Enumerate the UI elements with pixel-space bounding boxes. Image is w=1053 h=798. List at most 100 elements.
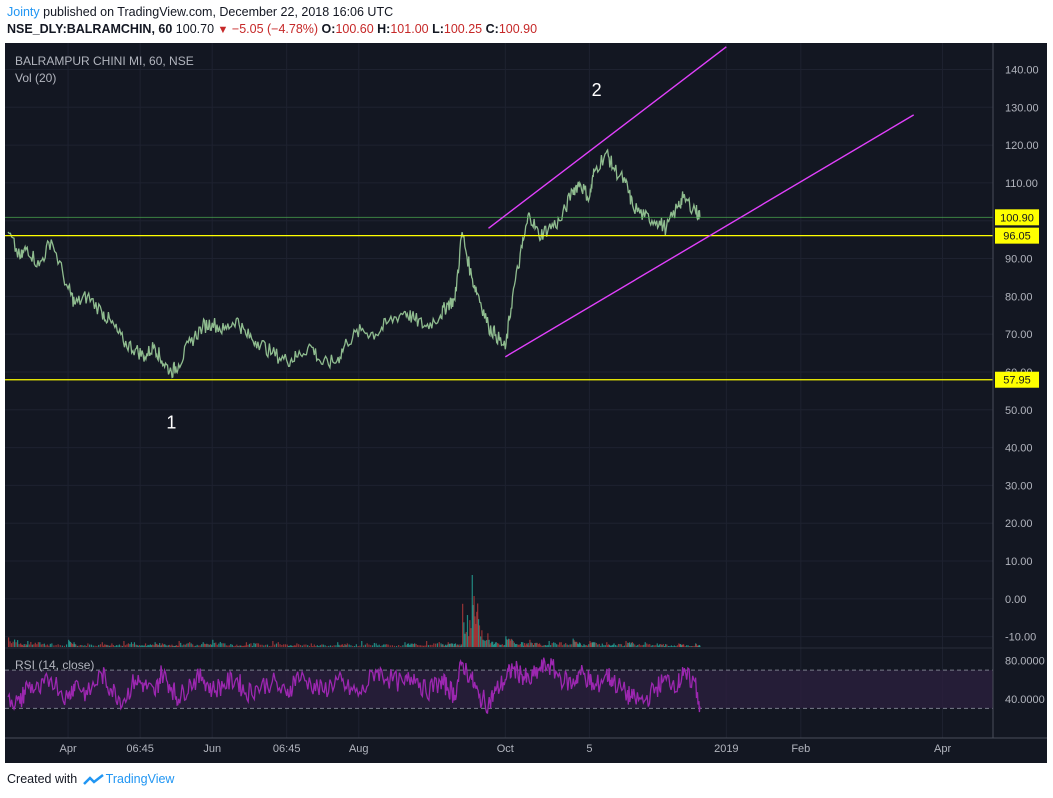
- volume-bar: [627, 642, 629, 647]
- volume-bar: [101, 642, 103, 647]
- price-tag-label: 96.05: [1003, 231, 1031, 243]
- volume-bar: [472, 605, 474, 647]
- volume-bar: [476, 611, 478, 647]
- volume-bar: [177, 645, 179, 647]
- volume-bar: [576, 641, 578, 647]
- y-tick-label: 20.00: [1005, 518, 1033, 530]
- volume-bar: [517, 644, 519, 647]
- volume-bar: [143, 645, 145, 647]
- volume-bar: [159, 643, 161, 647]
- volume-bar: [527, 643, 529, 647]
- volume-bar: [462, 603, 464, 647]
- volume-bar: [359, 645, 361, 647]
- price-layer: [7, 148, 701, 379]
- volume-bar: [49, 643, 51, 647]
- volume-bar: [609, 645, 612, 647]
- volume-bar: [626, 645, 628, 647]
- volume-bar: [236, 644, 238, 647]
- volume-bar: [346, 643, 348, 647]
- volume-bar: [443, 645, 445, 647]
- volume-bar: [193, 645, 195, 647]
- volume-bar: [474, 616, 476, 647]
- volume-bar: [562, 645, 564, 647]
- volume-bar: [324, 645, 326, 647]
- volume-bar: [130, 642, 133, 647]
- volume-bar: [212, 639, 214, 647]
- volume-bar: [415, 643, 417, 647]
- volume-bar: [680, 644, 682, 647]
- volume-bar: [40, 644, 42, 647]
- volume-bar: [598, 643, 600, 647]
- volume-bar: [629, 642, 631, 647]
- volume-bar: [632, 643, 634, 647]
- volume-bar: [456, 644, 458, 647]
- volume-bar: [275, 643, 278, 647]
- volume-bar: [565, 643, 567, 647]
- volume-bar: [652, 645, 654, 647]
- volume-bar: [250, 643, 252, 647]
- volume-bar: [18, 644, 20, 647]
- volume-bar: [274, 644, 276, 647]
- volume-bar: [405, 645, 407, 647]
- volume-bar: [412, 644, 415, 647]
- volume-bar: [408, 643, 410, 647]
- volume-bar: [436, 643, 439, 647]
- volume-bar: [244, 645, 246, 647]
- volume-bar: [34, 642, 36, 647]
- author-link[interactable]: Jointy: [7, 5, 40, 19]
- volume-bar: [389, 645, 391, 647]
- volume-bar: [138, 645, 141, 647]
- volume-bar: [215, 642, 217, 647]
- volume-bar: [697, 645, 699, 647]
- volume-bar: [625, 641, 627, 647]
- volume-bar: [155, 643, 157, 647]
- volume-bar: [96, 645, 98, 647]
- volume-bar: [284, 644, 287, 647]
- volume-bar: [478, 625, 481, 647]
- volume-bar: [23, 644, 25, 647]
- volume-bar: [33, 644, 35, 647]
- volume-bar: [148, 645, 150, 647]
- y-tick-label: 130.00: [1005, 102, 1039, 114]
- volume-bar: [520, 642, 523, 647]
- volume-bar: [170, 645, 172, 647]
- volume-bar: [55, 645, 57, 647]
- volume-bar: [493, 644, 496, 647]
- volume-bar: [395, 645, 398, 647]
- chart-area[interactable]: 140.00130.00120.00110.00100.0090.0080.00…: [5, 43, 1047, 763]
- last-price: 100.70: [175, 22, 215, 36]
- volume-bar: [84, 645, 86, 647]
- volume-bar: [698, 645, 700, 647]
- volume-bar: [488, 639, 490, 647]
- volume-bar: [574, 641, 576, 647]
- price-tag-label: 57.95: [1003, 375, 1031, 387]
- volume-bar: [420, 645, 422, 647]
- volume-bar: [329, 645, 332, 647]
- volume-bar: [514, 644, 517, 647]
- volume-bar: [213, 642, 215, 647]
- rsi-line: [7, 657, 701, 715]
- volume-bar: [544, 645, 547, 647]
- volume-bar: [141, 645, 143, 647]
- volume-bar: [227, 645, 229, 647]
- volume-bar: [429, 644, 431, 647]
- volume-bar: [218, 643, 220, 647]
- volume-bar: [510, 638, 512, 647]
- volume-bar: [676, 645, 678, 647]
- volume-bar: [559, 642, 561, 647]
- volume-bar: [417, 645, 419, 647]
- tradingview-link[interactable]: TradingView: [105, 772, 175, 786]
- volume-bar: [577, 644, 580, 647]
- volume-bar: [534, 643, 536, 647]
- volume-bar: [127, 643, 130, 647]
- volume-bar: [453, 643, 456, 647]
- volume-bar: [590, 645, 592, 647]
- volume-bar: [175, 645, 178, 647]
- volume-bar: [286, 644, 288, 647]
- volume-bar: [683, 644, 685, 647]
- chart-svg[interactable]: 140.00130.00120.00110.00100.0090.0080.00…: [5, 43, 1047, 763]
- volume-bar: [199, 645, 201, 647]
- volume-bar: [364, 644, 366, 647]
- volume-bar: [152, 644, 154, 647]
- high-label: H:: [377, 22, 391, 36]
